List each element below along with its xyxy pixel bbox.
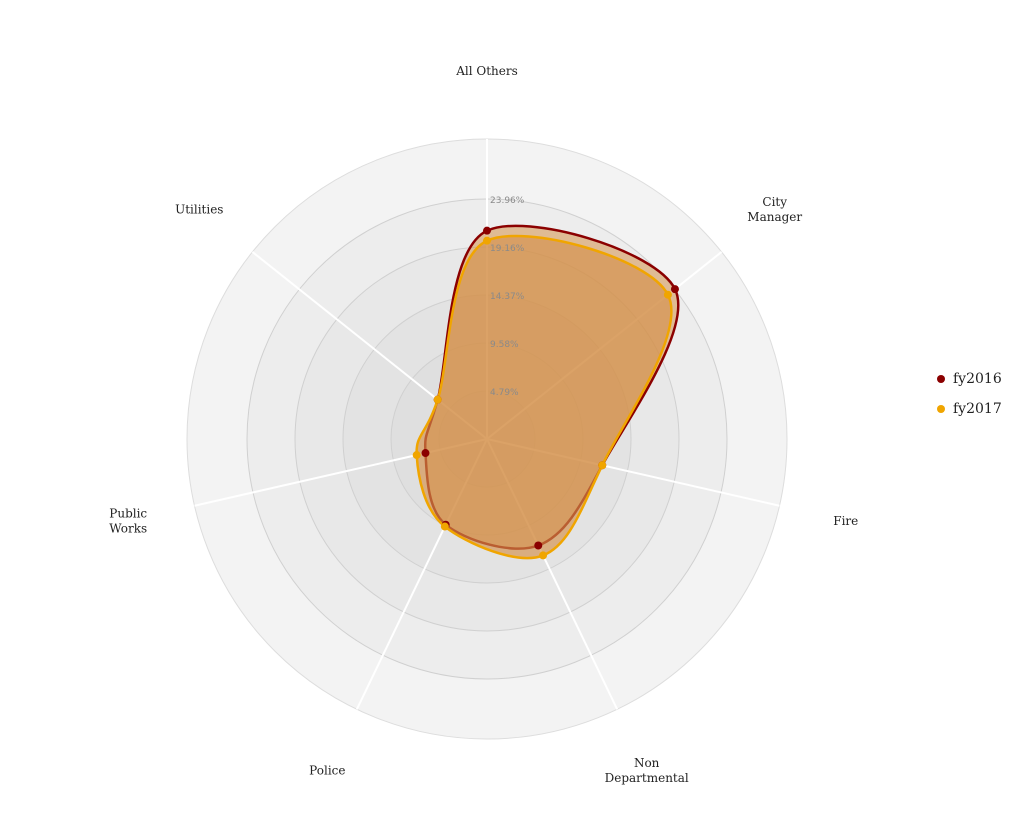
axis-label: Public Works: [109, 506, 147, 535]
data-point-fy2017[interactable]: [663, 290, 672, 299]
axis-label: City Manager: [747, 195, 802, 224]
data-point-fy2016[interactable]: [421, 449, 430, 458]
legend-item-fy2016[interactable]: fy2016: [937, 364, 1002, 394]
legend-label: fy2016: [953, 371, 1002, 387]
axis-label: Police: [309, 764, 345, 778]
data-point-fy2017[interactable]: [598, 461, 607, 470]
data-point-fy2016[interactable]: [670, 285, 679, 294]
tick-label: 9.58%: [490, 340, 519, 350]
data-point-fy2017[interactable]: [412, 451, 421, 460]
legend-dot-fy2016: [937, 375, 945, 383]
legend-dot-fy2017: [937, 405, 945, 413]
legend: fy2016 fy2017: [937, 364, 1002, 424]
legend-label: fy2017: [953, 401, 1002, 417]
tick-label: 19.16%: [490, 244, 525, 254]
tick-label: 14.37%: [490, 292, 525, 302]
axis-label: All Others: [455, 64, 518, 78]
data-point-fy2017[interactable]: [440, 522, 449, 531]
data-point-fy2016[interactable]: [534, 541, 543, 550]
axis-label: Utilities: [175, 203, 223, 217]
tick-label: 4.79%: [490, 388, 519, 398]
axis-labels: All Others City Manager Fire Non Departmental…: [109, 64, 858, 785]
legend-item-fy2017[interactable]: fy2017: [937, 394, 1002, 424]
data-point-fy2017[interactable]: [539, 551, 548, 560]
axis-label: Non Departmental: [605, 756, 689, 785]
tick-label: 23.96%: [490, 196, 525, 206]
series-points: [412, 226, 679, 560]
axis-label: Fire: [833, 514, 858, 528]
data-point-fy2017[interactable]: [433, 395, 442, 404]
tick-labels: 4.79% 9.58% 14.37% 19.16% 23.96%: [490, 196, 525, 398]
data-point-fy2017[interactable]: [483, 236, 491, 245]
data-point-fy2016[interactable]: [483, 226, 491, 235]
